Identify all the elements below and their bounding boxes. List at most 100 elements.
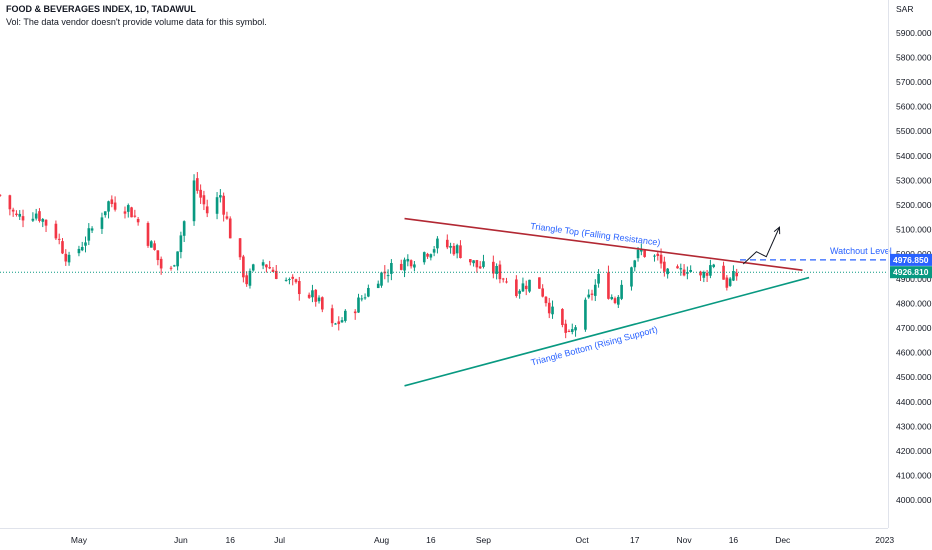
candle-body: [597, 273, 600, 284]
candle-body: [544, 296, 548, 304]
candle-body: [390, 262, 393, 274]
candle-body: [702, 271, 706, 278]
candle-body: [613, 298, 617, 304]
candle-body: [44, 219, 48, 226]
price-axis[interactable]: SAR 4000.000 4100.000 4200.000 4300.000 4400…: [888, 0, 932, 528]
candle-body: [21, 216, 25, 221]
candle-body: [422, 252, 426, 263]
projection-arrow: [742, 226, 780, 265]
candle-body: [475, 260, 479, 268]
candle-body: [367, 287, 370, 297]
candle-body: [261, 262, 265, 266]
candle-body: [360, 298, 364, 300]
candle-body: [199, 189, 202, 198]
candle-body: [551, 306, 554, 315]
candle-body: [18, 213, 22, 217]
candle-body: [34, 213, 38, 219]
y-tick-label: 5400.000: [896, 151, 932, 161]
candle-body: [268, 267, 272, 269]
x-tick-label: Sep: [476, 535, 491, 545]
candle-body: [452, 245, 456, 255]
candle-body: [284, 279, 288, 281]
y-tick-label: 5800.000: [896, 52, 932, 62]
candle-body: [686, 272, 689, 274]
candle-body: [107, 201, 110, 212]
candle-body: [561, 309, 564, 325]
candle-body: [67, 254, 71, 263]
candle-body: [146, 223, 150, 246]
candle-body: [274, 270, 278, 279]
candle-body: [567, 330, 571, 332]
candle-body: [607, 272, 610, 299]
candle-body: [445, 239, 449, 248]
candle-body: [380, 272, 383, 286]
candle-body: [133, 215, 137, 217]
symbol-title: FOOD & BEVERAGES INDEX, 1D, TADAWUL: [6, 4, 196, 14]
watchout-level-badge-text: 4976.850: [893, 255, 929, 265]
candle-body: [344, 310, 347, 321]
candle-body: [482, 261, 485, 267]
currency-label: SAR: [896, 4, 913, 14]
candle-body: [215, 197, 219, 214]
y-tick-label: 5700.000: [896, 77, 932, 87]
candle-body: [156, 250, 160, 261]
candle-body: [429, 254, 433, 258]
candle-body: [307, 294, 311, 298]
candle-body: [528, 279, 531, 292]
candle-body: [311, 290, 314, 298]
candle-body: [248, 270, 252, 286]
x-tick-label: 2023: [875, 535, 894, 545]
candle-body: [238, 238, 242, 258]
candle-body: [77, 248, 81, 254]
candle-body: [57, 238, 61, 240]
candle-body: [468, 259, 472, 263]
candle-body: [64, 253, 68, 262]
x-tick-label: Nov: [677, 535, 693, 545]
x-tick-label: Aug: [374, 535, 389, 545]
candle-body: [712, 264, 716, 267]
x-tick-label: Jul: [274, 535, 285, 545]
y-tick-label: 5900.000: [896, 28, 932, 38]
candle-body: [225, 216, 229, 219]
last-price-badge: [890, 266, 932, 279]
candle-body: [80, 247, 84, 251]
x-tick-label: 16: [729, 535, 739, 545]
candle-body: [205, 206, 209, 214]
candle-body: [376, 283, 380, 289]
candle-body: [265, 264, 268, 268]
support-trendline[interactable]: [404, 276, 810, 387]
candle-body: [515, 279, 518, 296]
time-axis[interactable]: May Jun 16 Jul Aug 16 Sep Oct 17 Nov 16 Dec 2023: [0, 528, 894, 546]
candle-body: [505, 281, 508, 283]
candle-body: [630, 267, 633, 287]
candle-body: [406, 258, 410, 262]
candle-body: [334, 323, 337, 325]
candle-body: [449, 245, 452, 248]
candle-body: [656, 253, 660, 256]
candle-body: [705, 272, 709, 276]
resistance-trendline[interactable]: [404, 217, 803, 271]
candle-body: [564, 323, 568, 333]
candle-body: [172, 265, 176, 267]
candle-body: [722, 265, 725, 280]
candle-body: [192, 180, 196, 222]
candle-body: [87, 228, 91, 241]
candle-body: [357, 297, 360, 313]
y-tick-label: 4400.000: [896, 397, 932, 407]
x-tick-label: 17: [630, 535, 640, 545]
candle-body: [363, 297, 367, 299]
candle-body: [153, 243, 156, 250]
candle-body: [126, 205, 130, 212]
chart-header: FOOD & BEVERAGES INDEX, 1D, TADAWUL Vol:…: [6, 3, 267, 29]
candle-body: [501, 278, 505, 280]
candle-body: [732, 270, 735, 281]
candle-body: [432, 249, 436, 253]
candle-body: [320, 297, 324, 310]
candle-body: [478, 266, 482, 269]
y-tick-label: 5500.000: [896, 126, 932, 136]
candle-body: [123, 211, 127, 214]
candle-body: [620, 284, 623, 299]
volume-note: Vol: The data vendor doesn't provide vol…: [6, 17, 267, 27]
